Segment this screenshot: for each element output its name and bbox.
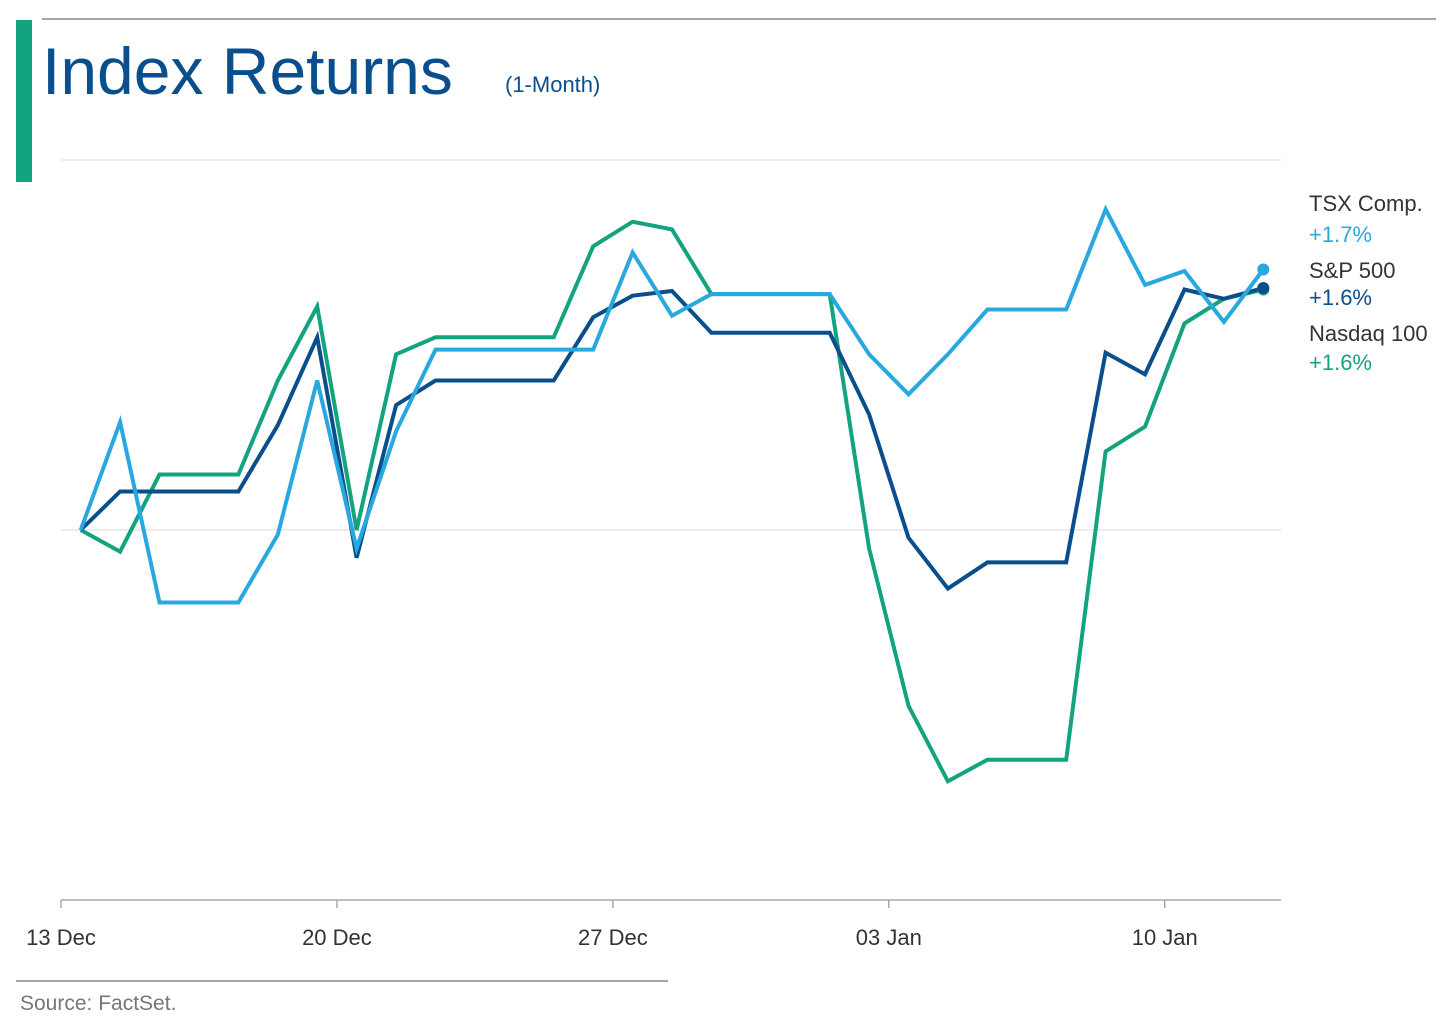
value-label: +1.7% [1309, 222, 1372, 247]
legend-label: S&P 500 [1309, 258, 1395, 283]
end-dot [1257, 263, 1270, 276]
source: Source: FactSet. [20, 992, 176, 1015]
legend-label: Nasdaq 100 [1309, 321, 1428, 346]
value-label: +1.6% [1309, 350, 1372, 375]
x-tick-label: 27 Dec [578, 925, 648, 950]
legend-label: TSX Comp. [1309, 191, 1423, 216]
title-accent [16, 20, 32, 182]
series-line [79, 219, 1264, 785]
x-tick-label: 03 Jan [856, 925, 922, 950]
series-line [79, 286, 1264, 592]
x-tick-label: 10 Jan [1132, 925, 1198, 950]
x-tick-label: 20 Dec [302, 925, 372, 950]
end-dot [1257, 281, 1270, 294]
chart-subtitle: (1-Month) [505, 72, 600, 97]
series-line [78, 204, 1265, 605]
value-label: +1.6% [1309, 285, 1372, 310]
chart-title: Index Returns [42, 34, 453, 108]
x-tick-label: 13 Dec [26, 925, 96, 950]
